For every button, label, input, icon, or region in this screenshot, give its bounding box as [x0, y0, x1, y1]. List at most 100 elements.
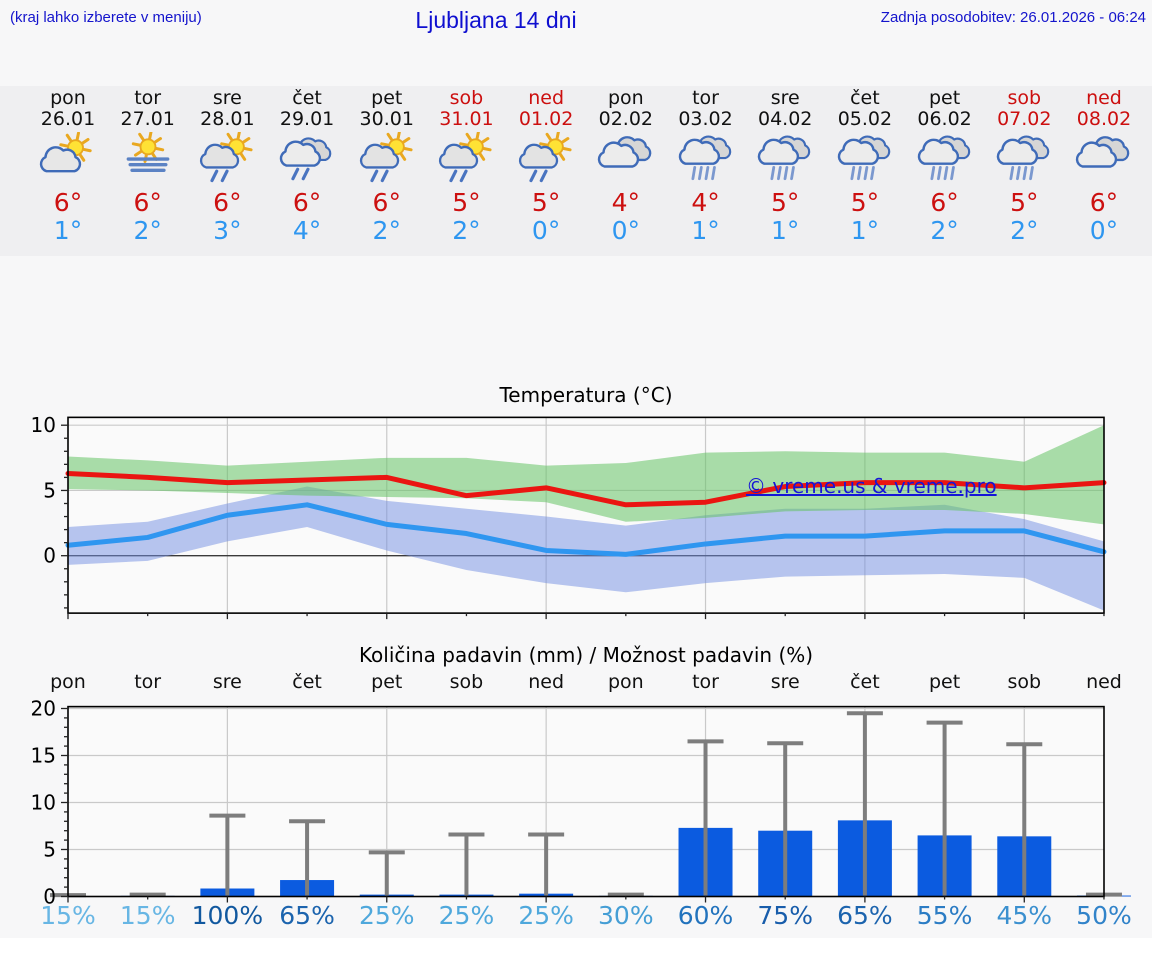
max-temp: 5°	[1010, 188, 1039, 217]
weather-icon-slot	[745, 132, 825, 188]
day-date: 01.02	[518, 108, 574, 130]
min-temp: 3°	[213, 216, 242, 245]
cloud-shape	[200, 143, 240, 169]
forecast-days-strip: pon 26.01 6° 1° tor 27.01 6° 2° sre 28.01 6° 3° čet 2…	[0, 86, 1152, 256]
day-date: 27.01	[120, 108, 175, 130]
max-temperature-line	[65, 470, 1107, 508]
menu-hint-link[interactable]: (kraj lahko izberete v meniju)	[10, 9, 202, 26]
precip-day-label: čet	[292, 671, 322, 693]
day-name: tor	[134, 87, 162, 109]
day-column: pon 02.02 4° 0°	[586, 88, 666, 245]
precip-day-label: čet	[850, 671, 880, 693]
cloud-shape	[1075, 141, 1118, 168]
weather-icon-slot	[267, 132, 347, 188]
precip-probability: 25%	[358, 901, 415, 930]
weather-icon-slot	[347, 130, 427, 188]
plot-border	[67, 416, 1105, 614]
min-temp: 0°	[531, 216, 561, 245]
precip-probability: 50%	[1076, 901, 1132, 930]
max-temp: 6°	[1089, 188, 1119, 217]
day-date: 03.02	[678, 108, 733, 130]
day-date: 26.01	[40, 108, 96, 130]
precip-probability: 75%	[757, 901, 813, 930]
max-temp: 6°	[53, 188, 83, 217]
max-temp: 6°	[372, 188, 401, 217]
day-column: pet 06.02 6° 2°	[905, 88, 985, 245]
min-temperature-range-band	[68, 486, 1104, 611]
precipitation-chart-title: Količina padavin (mm) / Možnost padavin …	[358, 643, 814, 667]
max-temp: 5°	[452, 188, 481, 217]
weather-icon-slot	[426, 130, 506, 188]
cloud-shape	[597, 141, 639, 168]
precip-probability: 15%	[40, 901, 96, 930]
min-temp: 0°	[611, 216, 641, 245]
precip-probability: 25%	[438, 901, 495, 930]
day-date: 05.02	[837, 108, 893, 130]
day-name: pon	[607, 87, 644, 109]
min-temp: 0°	[1089, 216, 1119, 245]
y-tick-label: 0	[43, 885, 56, 907]
rain-icon	[757, 135, 811, 181]
max-temp: 5°	[531, 188, 561, 217]
precip-day-label: tor	[134, 671, 162, 693]
weather-icon-slot	[905, 132, 985, 188]
y-tick-label: 0	[43, 544, 56, 568]
precipitation-chart: 0 5 10 15 20	[31, 700, 1131, 907]
cloud-showers-icon	[279, 137, 332, 181]
day-name: čet	[850, 87, 880, 109]
precip-day-label: pet	[371, 671, 403, 693]
precip-day-label: ned	[1086, 671, 1122, 693]
day-column: pon 26.01 6° 1°	[28, 88, 108, 245]
weather-icon-slot	[666, 132, 746, 188]
precip-day-label: pon	[50, 671, 86, 693]
day-name: sob	[449, 87, 484, 109]
cloud-shape	[439, 143, 479, 169]
min-temp: 1°	[53, 216, 83, 245]
day-column: čet 05.02 5° 1°	[825, 88, 905, 245]
day-date: 06.02	[917, 108, 972, 130]
min-temp: 2°	[452, 216, 481, 245]
day-column: tor 27.01 6° 2°	[108, 88, 188, 245]
precip-bar	[439, 894, 494, 897]
y-tick-label: 10	[31, 791, 56, 815]
cloud-shape	[39, 146, 82, 173]
precip-probability: 15%	[119, 901, 176, 930]
min-temp: 2°	[372, 216, 401, 245]
max-temp: 6°	[930, 188, 959, 217]
day-column: ned 08.02 6° 0°	[1064, 88, 1144, 245]
weather-icon-slot	[187, 130, 267, 188]
precip-probability: 45%	[996, 901, 1053, 930]
cloud-shape	[678, 138, 720, 165]
cloud-shape	[279, 140, 322, 167]
precip-day-label: sre	[212, 671, 242, 693]
last-update-text: Zadnja posodobitev: 26.01.2026 - 06:24	[880, 9, 1146, 26]
day-column: tor 03.02 4° 1°	[666, 88, 746, 245]
min-temp: 1°	[850, 216, 880, 245]
precip-day-label: sob	[449, 671, 484, 693]
day-column: sre 04.02 5° 1°	[745, 88, 825, 245]
weather-icon-slot	[506, 130, 586, 188]
sun-cloud-showers-icon	[519, 130, 572, 183]
temperature-chart: 0 5 10 © vreme.us & vreme.pro	[31, 413, 1107, 620]
day-date: 29.01	[279, 108, 335, 130]
min-temp: 1°	[691, 216, 720, 245]
day-column: pet 30.01 6° 2°	[347, 88, 427, 245]
y-tick-label: 5	[43, 838, 56, 862]
y-tick-label: 10	[31, 413, 56, 437]
cloudy-icon	[1075, 136, 1130, 168]
weather-icon-slot	[28, 131, 108, 188]
sun-fog-icon	[126, 130, 170, 172]
cloud-shape	[519, 143, 559, 169]
day-name: ned	[528, 87, 565, 109]
precip-day-label: pet	[928, 671, 961, 693]
day-date: 02.02	[598, 108, 654, 130]
weather-icon-slot	[1064, 132, 1144, 188]
day-name: pon	[50, 87, 86, 109]
day-date: 04.02	[758, 108, 813, 130]
precip-day-label: tor	[692, 671, 719, 693]
cloud-shape	[837, 138, 879, 165]
precip-bar	[359, 894, 414, 897]
min-temp: 2°	[1010, 216, 1039, 245]
max-temp: 4°	[691, 188, 720, 217]
min-temp: 2°	[930, 216, 959, 245]
